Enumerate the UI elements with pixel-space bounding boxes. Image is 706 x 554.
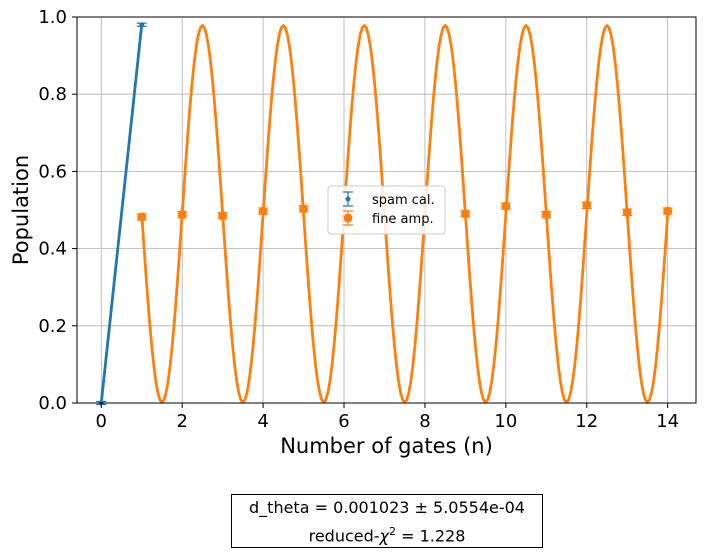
data-point-fine-amp [622,207,633,217]
marker [460,209,470,219]
fit-curve-fine-amp [140,24,670,404]
data-point-fine-amp [662,206,673,216]
x-tick-label: 8 [419,411,430,432]
legend-marker-fine [343,210,353,226]
y-ticks: 0.0 0.2 0.4 0.6 0.8 1.0 [38,7,77,414]
x-tick-label: 0 [96,411,107,432]
fit-curve-spam-cal [99,24,144,404]
fit-report-chi2: reduced-χ2 = 1.228 [232,520,542,548]
fit-report-box: d_theta = 0.001023 ± 5.0554e-04 reduced-… [231,494,543,548]
marker [582,200,592,210]
marker [501,201,511,211]
y-tick-label: 0.2 [38,316,67,337]
marker [299,204,309,214]
data-point-fine-amp [258,206,269,216]
x-tick-label: 2 [176,411,187,432]
data-point-fine-amp [500,201,511,211]
data-point-fine-amp [541,210,552,220]
x-tick-label: 14 [656,411,679,432]
data-point-fine-amp [581,200,592,210]
x-tick-label: 10 [494,411,517,432]
marker [139,22,145,28]
data-point-fine-amp [136,212,147,222]
legend: spam cal. fine amp. [327,185,446,235]
marker [622,207,632,217]
marker [177,210,187,220]
legend-label-fine: fine amp. [372,212,434,227]
fit-curves [99,24,670,404]
y-tick-label: 0.6 [38,161,67,182]
data-points [96,22,673,406]
marker [663,206,673,216]
y-tick-label: 0.0 [38,393,67,414]
marker [258,206,268,216]
chi2-value: = 1.228 [396,526,466,546]
y-tick-label: 1.0 [38,7,67,28]
chi-exponent: 2 [389,525,396,538]
legend-label-spam: spam cal. [372,193,435,208]
y-tick-label: 0.4 [38,239,67,260]
y-tick-label: 0.8 [38,84,67,105]
data-point-fine-amp [177,210,188,220]
data-point-fine-amp [460,209,471,219]
data-point-fine-amp [217,211,228,221]
y-axis-label: Population [9,155,33,265]
chi2-prefix: reduced- [308,526,380,546]
data-point-fine-amp [298,204,309,214]
x-ticks: 0 2 4 6 8 10 12 14 [96,403,679,432]
marker [137,212,147,222]
marker [218,211,228,221]
legend-box [327,185,446,235]
axes-frame [76,16,697,404]
x-tick-label: 6 [338,411,349,432]
legend-marker-spam [343,191,353,207]
x-axis-label: Number of gates (n) [280,434,493,458]
chi-symbol: χ [379,526,389,546]
data-point-spam-cal [136,22,147,28]
x-tick-label: 4 [257,411,268,432]
x-tick-label: 12 [575,411,598,432]
fit-report-dtheta: d_theta = 0.001023 ± 5.0554e-04 [249,498,525,517]
marker [541,210,551,220]
